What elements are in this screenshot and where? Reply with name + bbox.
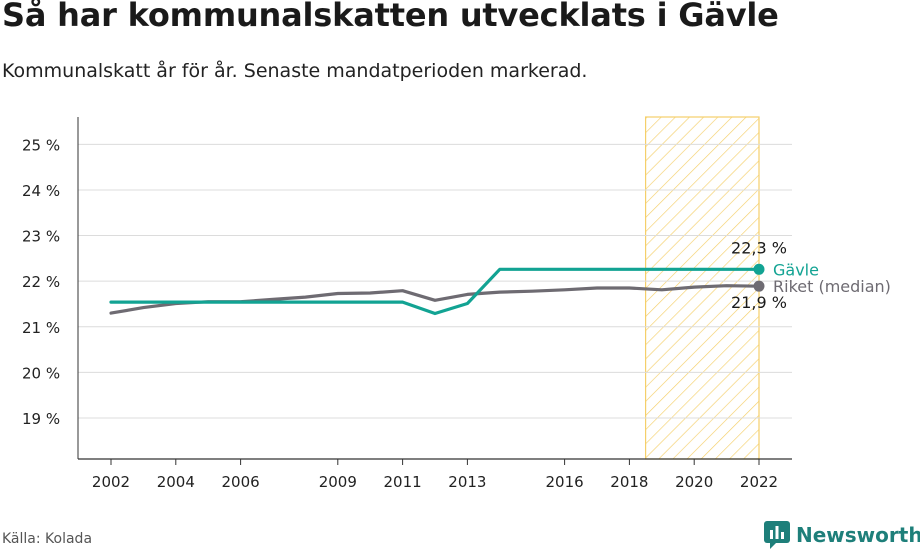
x-tick-label: 2013: [448, 473, 486, 491]
y-tick-label: 25 %: [22, 136, 60, 154]
end-marker-riket: [753, 280, 765, 292]
y-tick-label: 21 %: [22, 319, 60, 337]
x-tick-label: 2016: [546, 473, 584, 491]
series-label-gavle: Gävle: [773, 260, 819, 279]
brand-logo[interactable]: Newsworthy: [764, 520, 920, 550]
x-tick-label: 2004: [157, 473, 195, 491]
x-tick-label: 2020: [675, 473, 713, 491]
value-label-gavle: 22,3 %: [731, 238, 787, 257]
x-tick-label: 2009: [319, 473, 357, 491]
series-label-riket: Riket (median): [773, 277, 891, 296]
x-tick-label: 2006: [222, 473, 260, 491]
value-label-riket: 21,9 %: [731, 293, 787, 312]
y-tick-label: 22 %: [22, 273, 60, 291]
y-tick-label: 20 %: [22, 364, 60, 382]
x-tick-label: 2002: [92, 473, 130, 491]
y-tick-label: 24 %: [22, 182, 60, 200]
end-marker-gavle: [753, 263, 765, 275]
y-tick-label: 23 %: [22, 228, 60, 246]
x-tick-label: 2022: [740, 473, 778, 491]
series-line-gavle: [109, 267, 761, 316]
chart-title: Så har kommunalskatten utvecklats i Gävl…: [2, 0, 779, 34]
y-tick-label: 19 %: [22, 410, 60, 428]
newsworthy-logo-icon: [764, 521, 790, 549]
chart-subtitle: Kommunalskatt år för år. Senaste mandatp…: [2, 60, 588, 82]
x-tick-label: 2011: [384, 473, 422, 491]
brand-name: Newsworthy: [796, 523, 920, 547]
source-note: Källa: Kolada: [2, 531, 93, 547]
x-tick-label: 2018: [610, 473, 648, 491]
